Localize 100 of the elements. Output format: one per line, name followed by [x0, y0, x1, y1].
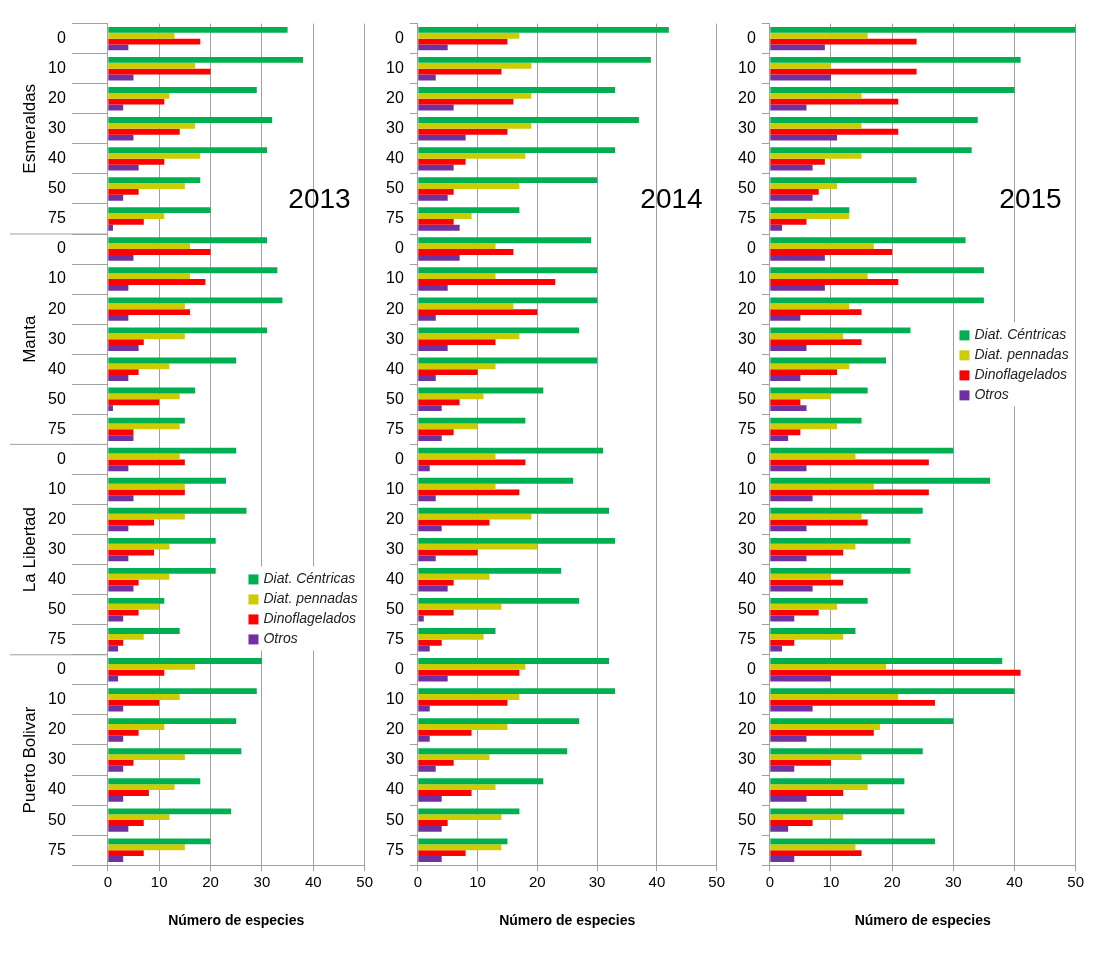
bar: [418, 729, 472, 736]
bar: [418, 507, 610, 514]
x-tick-label: 50: [356, 873, 373, 891]
text: Puerto Bolivar: [19, 706, 39, 814]
bar: [108, 158, 165, 165]
bar: [418, 597, 580, 604]
bar: [108, 495, 134, 502]
bar: [770, 128, 899, 135]
bar: [418, 122, 532, 129]
bar: [418, 778, 544, 785]
y-tick-label: 20: [48, 299, 66, 317]
y-tick-label: 10: [48, 690, 66, 708]
x-tick-label: 50: [1067, 873, 1084, 891]
bar: [770, 87, 1015, 93]
bar: [108, 778, 201, 785]
bar: [108, 820, 144, 826]
y-tick-label: 30: [48, 329, 66, 347]
bar: [770, 188, 819, 195]
bar: [770, 856, 795, 862]
bar: [418, 254, 460, 261]
bar: [418, 297, 598, 304]
bar: [108, 856, 124, 862]
bar: [770, 32, 868, 39]
bar: [108, 748, 242, 755]
bar: [418, 495, 436, 502]
bar: [108, 705, 124, 712]
bar: [770, 573, 831, 580]
bar: [108, 525, 129, 532]
y-tick-label: 40: [386, 780, 404, 798]
bar: [418, 303, 514, 310]
y-tick-label: 30: [386, 750, 404, 768]
y-tick-label: 50: [738, 389, 756, 407]
y-tick-label: 0: [56, 660, 66, 678]
bar: [108, 628, 180, 634]
bar: [108, 243, 190, 250]
bar: [770, 567, 911, 574]
bar: [418, 183, 520, 189]
bar: [418, 603, 502, 610]
y-tick-label: 40: [738, 780, 756, 798]
bar: [108, 808, 232, 815]
y-tick-label: 10: [48, 269, 66, 287]
y-tick-label: 0: [394, 660, 404, 678]
y-tick-label: 40: [738, 570, 756, 588]
x-axis-title: Número de especies: [168, 912, 305, 929]
bar: [770, 435, 789, 442]
bar: [770, 122, 862, 129]
bar: [418, 765, 436, 772]
bar: [418, 825, 442, 832]
bar: [108, 603, 160, 610]
x-tick-label: 30: [253, 873, 271, 891]
bar: [418, 694, 520, 700]
bar: [418, 237, 592, 244]
bar: [418, 32, 520, 39]
y-tick-label: 50: [386, 389, 404, 407]
y-tick-label: 20: [738, 720, 756, 738]
y-tick-label: 20: [386, 299, 404, 317]
bar: [770, 669, 1021, 676]
bar: [108, 32, 175, 39]
bar: [770, 628, 856, 634]
text: Esmeraldas: [19, 83, 39, 174]
bar: [418, 393, 484, 400]
bar: [108, 838, 211, 845]
bar: [418, 429, 454, 436]
bar: [770, 507, 923, 514]
bar: [108, 98, 165, 105]
bar: [108, 218, 144, 225]
bar: [770, 795, 807, 802]
bar: [770, 309, 862, 315]
bar: [770, 183, 838, 189]
bar: [418, 808, 520, 815]
legend-label: Otros: [974, 386, 1009, 403]
bar: [108, 784, 175, 791]
bar: [418, 573, 490, 580]
y-tick-label: 20: [48, 89, 66, 107]
bar: [418, 164, 454, 171]
bar: [108, 429, 134, 436]
y-tick-label: 30: [386, 119, 404, 137]
y-tick-label: 20: [386, 509, 404, 527]
legend-label: Diat. Céntricas: [263, 570, 356, 587]
bar: [418, 333, 520, 340]
bar: [418, 339, 496, 346]
bar: [418, 705, 430, 712]
y-tick-label: 0: [56, 239, 66, 257]
bar: [770, 778, 905, 785]
bar: [770, 724, 880, 730]
bar: [108, 327, 268, 334]
bar: [770, 254, 825, 261]
bar: [770, 718, 954, 725]
bar: [108, 844, 185, 851]
y-tick-label: 10: [386, 269, 404, 287]
bar: [108, 537, 216, 544]
bar: [418, 284, 448, 291]
bar: [418, 249, 514, 255]
bar: [108, 555, 129, 562]
bar: [108, 447, 237, 454]
bar: [108, 573, 170, 580]
bar: [418, 417, 526, 424]
bar: [108, 694, 180, 700]
bar: [108, 609, 139, 616]
bar: [418, 615, 424, 622]
